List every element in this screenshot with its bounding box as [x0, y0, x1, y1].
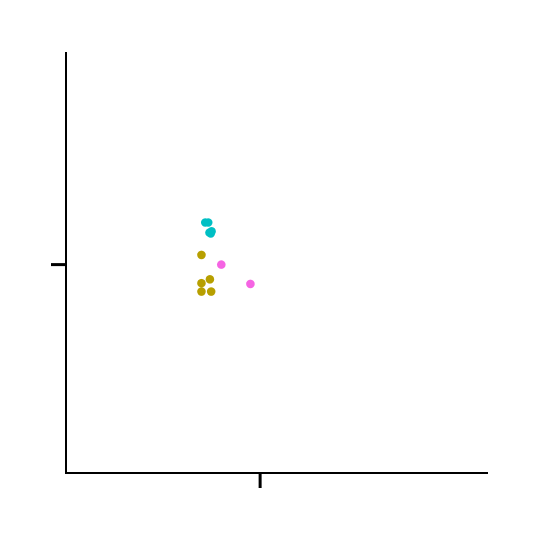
- data-point: [197, 250, 206, 260]
- data-point: [205, 275, 215, 284]
- data-point: [197, 278, 206, 288]
- data-point: [206, 287, 216, 296]
- axes: [65, 52, 488, 474]
- data-point: [207, 227, 216, 236]
- data-point: [203, 218, 213, 227]
- points: [197, 218, 255, 296]
- ticks: [51, 263, 262, 488]
- data-point: [216, 260, 226, 269]
- data-point: [197, 287, 206, 296]
- data-point: [246, 279, 255, 289]
